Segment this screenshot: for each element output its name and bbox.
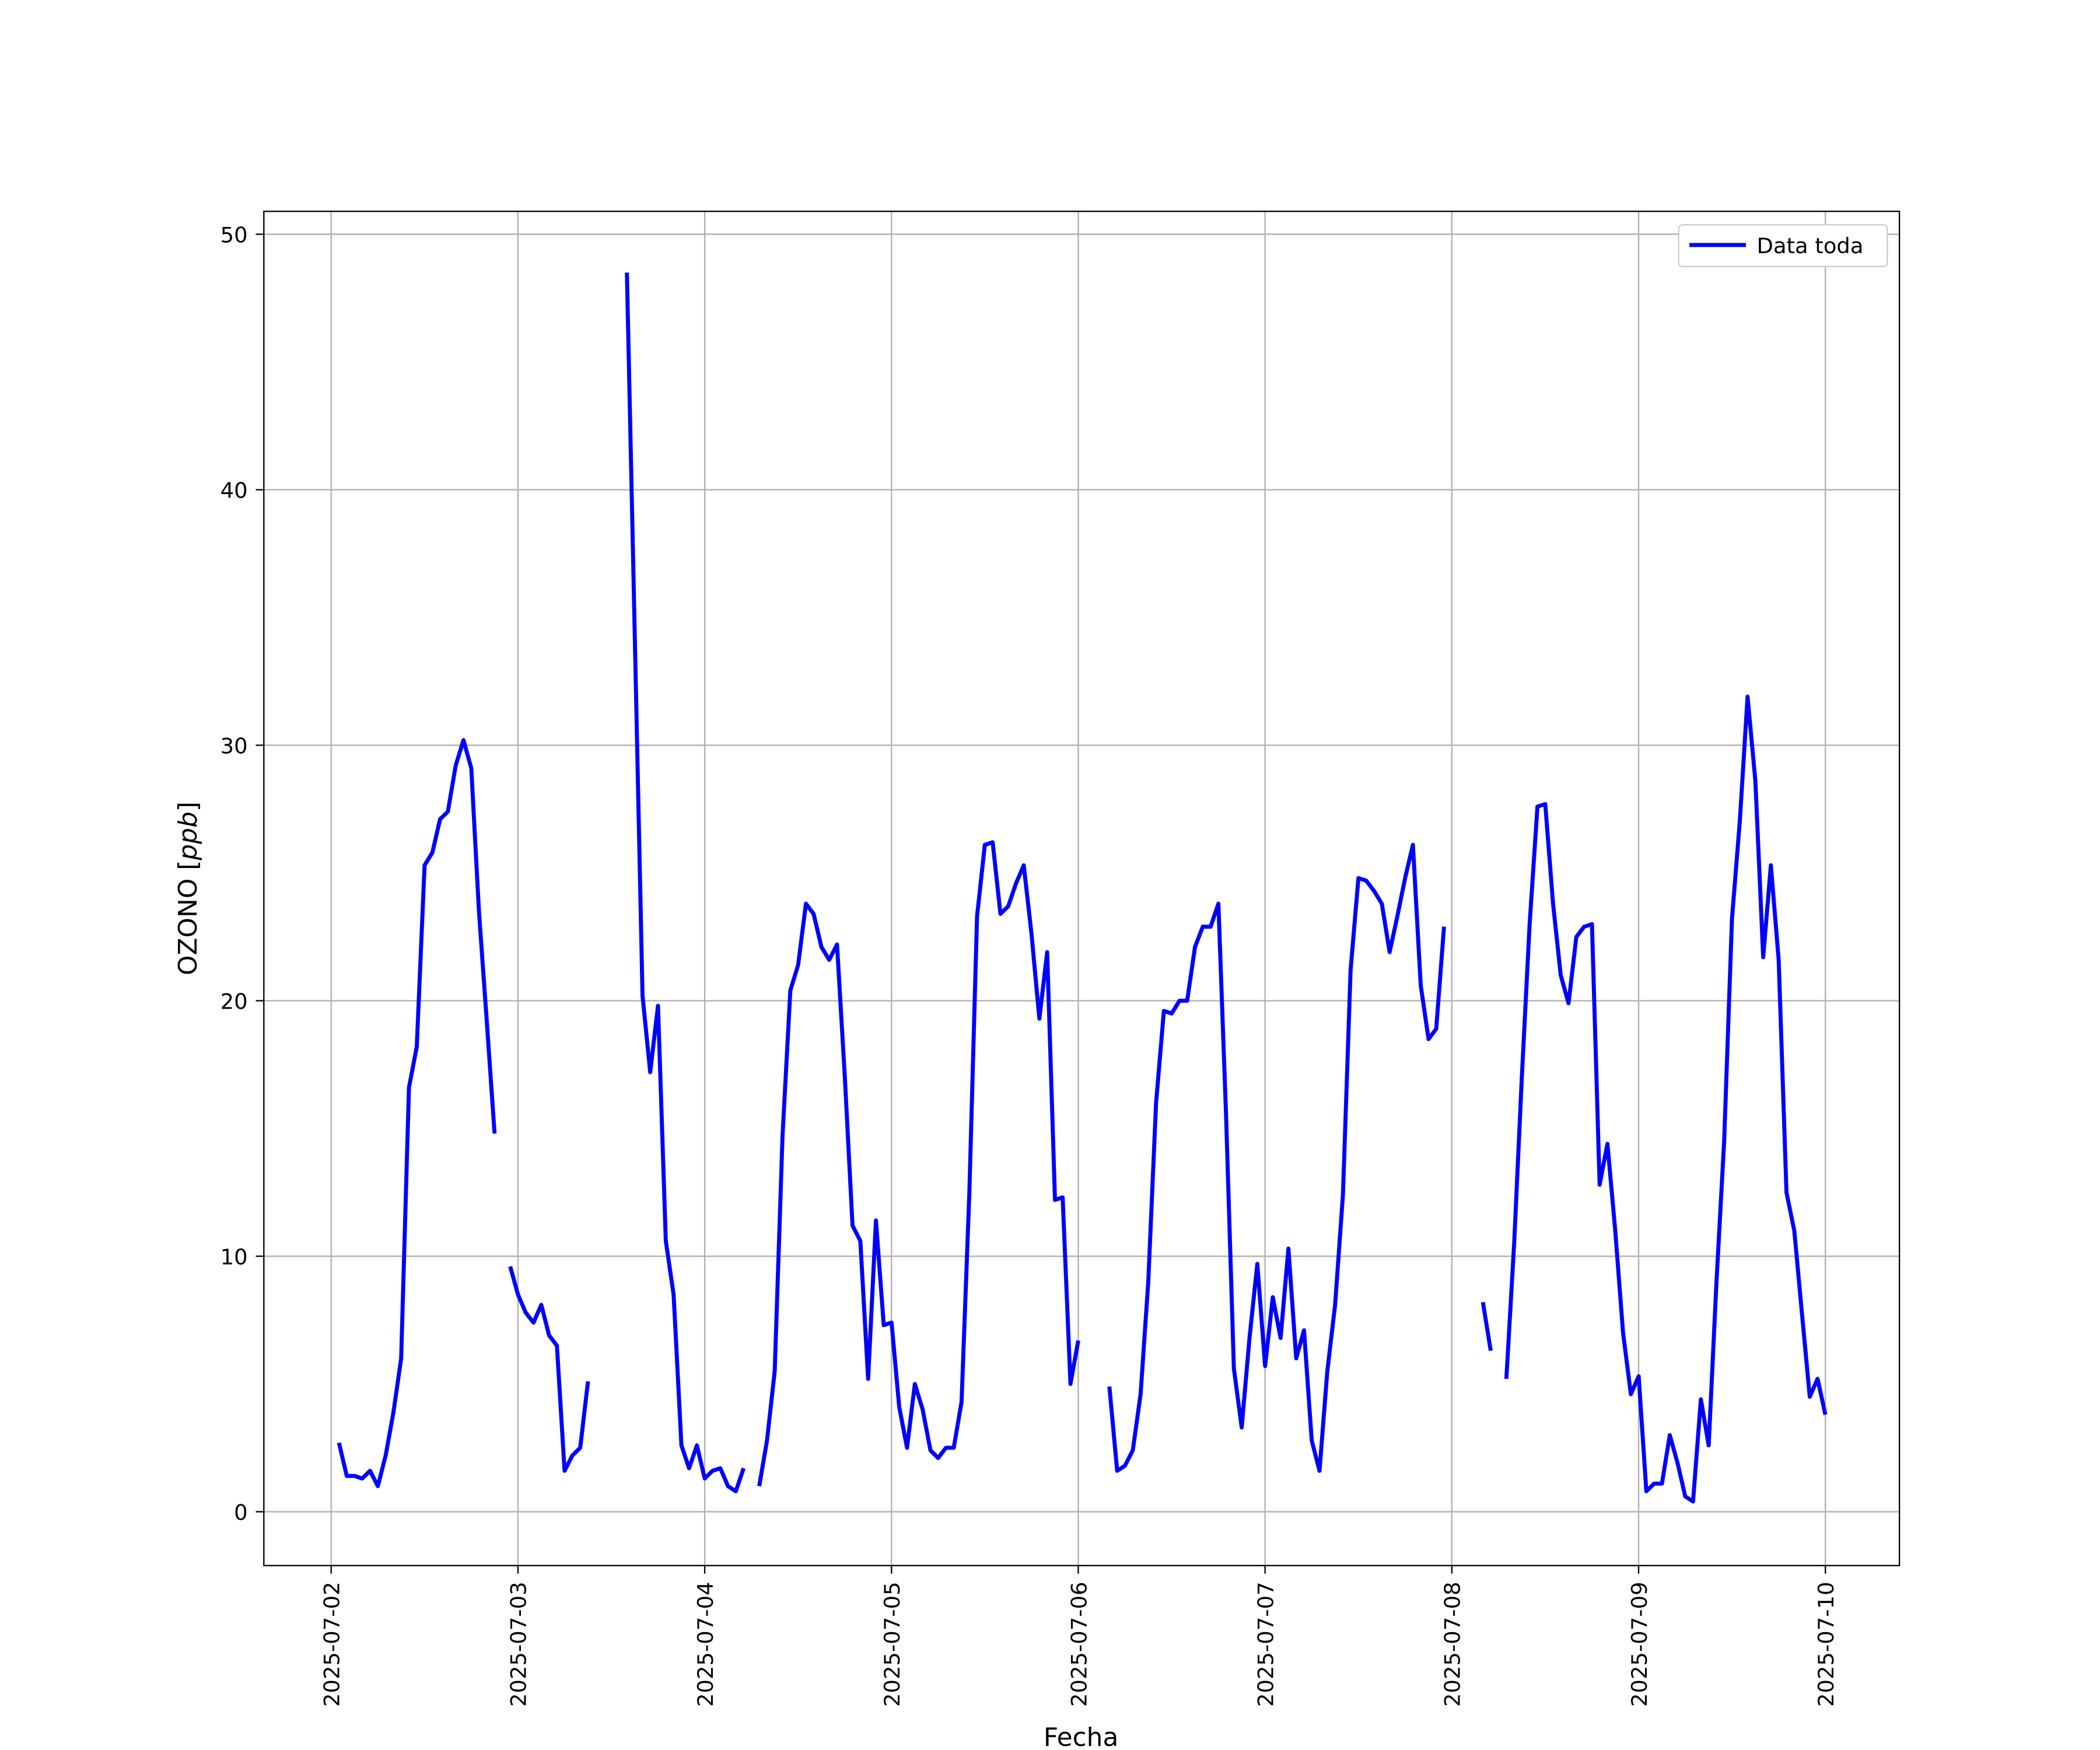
series-line-segment	[625, 272, 746, 1493]
y-axis-ticks: 0 10 20 30 40 50	[220, 222, 264, 1525]
y-tick-label: 40	[220, 478, 248, 503]
series-line-segment	[1107, 842, 1446, 1473]
y-tick-label: 50	[220, 222, 248, 247]
y-axis-label: OZONO [ppb]	[173, 802, 203, 975]
axes-frame	[263, 211, 1901, 1566]
x-tick-label: 2025-07-02	[320, 1582, 345, 1707]
x-axis-label: Fecha	[1044, 1723, 1119, 1750]
series-line-segment	[1480, 1301, 1493, 1352]
x-tick-label: 2025-07-10	[1814, 1582, 1839, 1707]
y-tick-label: 0	[234, 1500, 247, 1525]
x-tick-label: 2025-07-07	[1254, 1582, 1279, 1707]
series-line-segment	[757, 840, 1080, 1487]
legend-label: Data toda	[1757, 233, 1864, 258]
x-tick-label: 2025-07-06	[1066, 1582, 1091, 1707]
y-tick-label: 30	[220, 733, 248, 758]
x-tick-label: 2025-07-08	[1440, 1582, 1465, 1707]
x-axis-ticks: 2025-07-02 2025-07-03 2025-07-04 2025-07-05…	[320, 1565, 1839, 1707]
x-tick-label: 2025-07-04	[693, 1582, 718, 1707]
legend-box	[1678, 224, 1888, 268]
series-line-segment	[1504, 694, 1828, 1504]
x-tick-label: 2025-07-09	[1627, 1582, 1652, 1707]
x-tick-label: 2025-07-05	[880, 1582, 905, 1707]
y-tick-label: 20	[220, 989, 248, 1014]
grid	[264, 211, 1900, 1566]
x-tick-label: 2025-07-03	[506, 1582, 531, 1707]
legend: Data toda	[1678, 224, 1888, 268]
y-tick-label: 10	[220, 1244, 248, 1269]
series-layer	[337, 272, 1828, 1504]
